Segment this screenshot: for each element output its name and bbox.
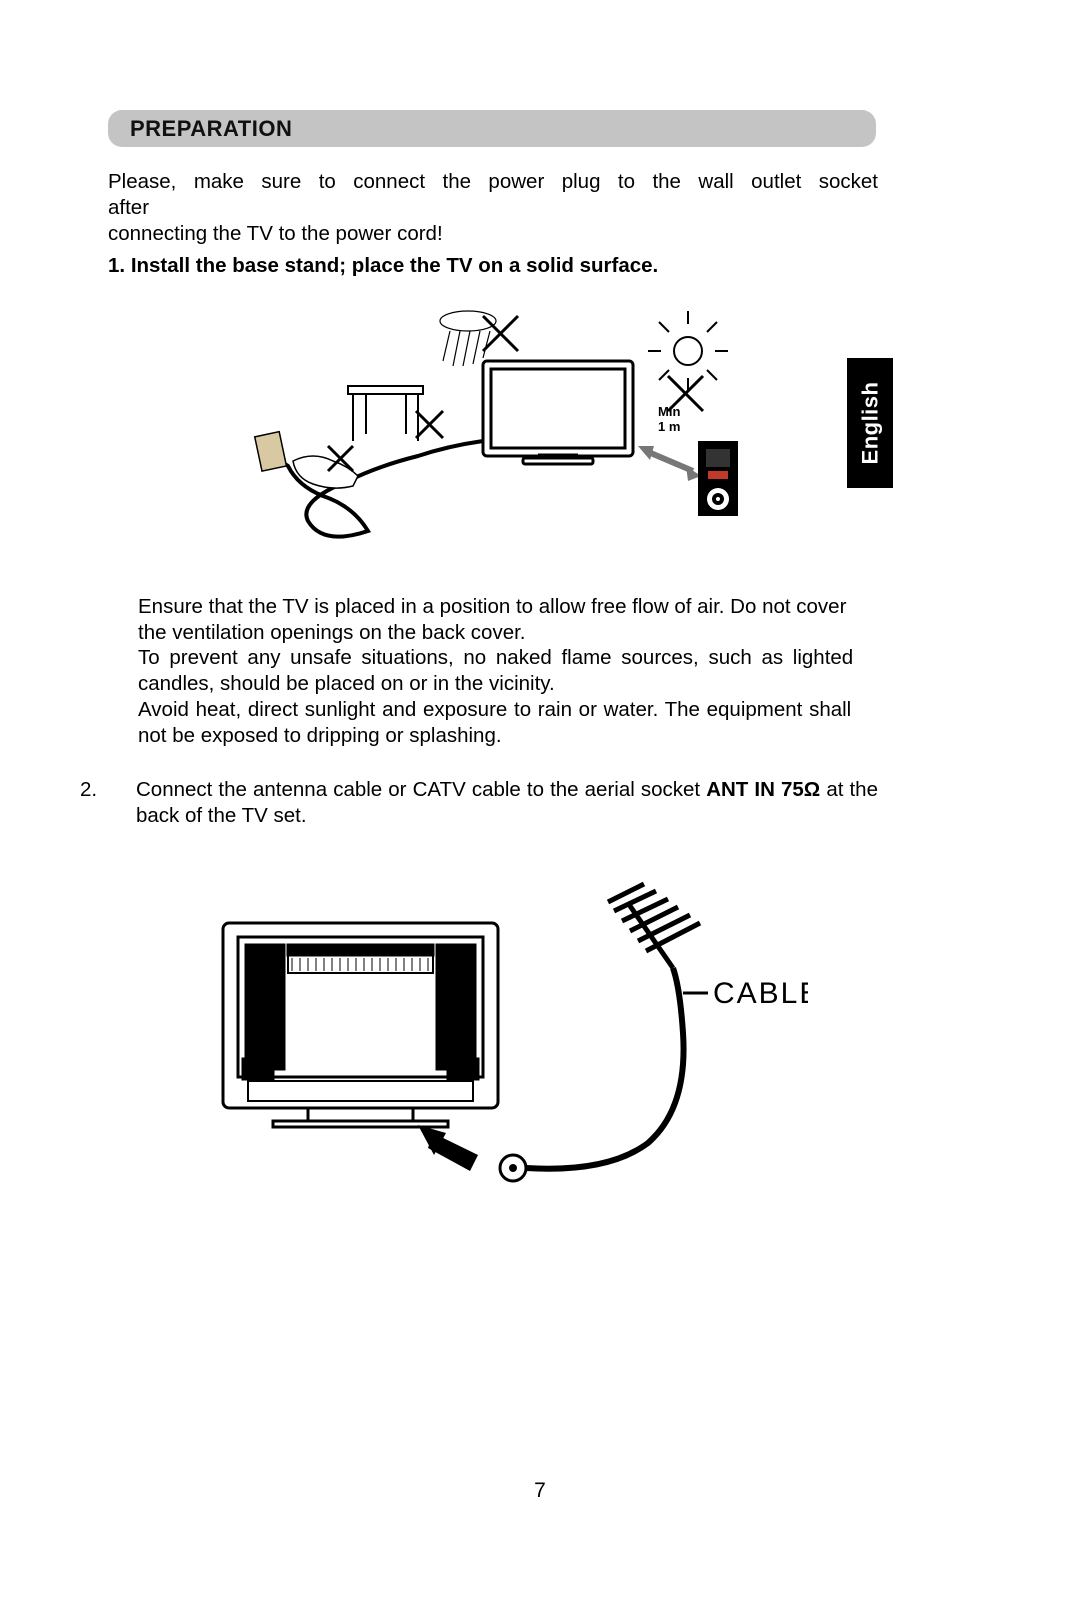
body-p3b: not be exposed to dripping or splashing. bbox=[138, 724, 502, 747]
section-header: PREPARATION bbox=[108, 110, 876, 147]
language-label: English bbox=[857, 382, 883, 465]
step-2: 2.Connect the antenna cable or CATV cabl… bbox=[108, 777, 878, 829]
manual-page: PREPARATION Please, make sure to connect… bbox=[0, 0, 1080, 1598]
page-number: 7 bbox=[0, 1479, 1080, 1503]
body-p1b: the ventilation openings on the back cov… bbox=[138, 621, 526, 644]
step-1: 1. Install the base stand; place the TV … bbox=[108, 254, 878, 278]
body-p2b: candles, should be placed on or in the v… bbox=[138, 672, 555, 695]
intro-paragraph: Please, make sure to connect the power p… bbox=[108, 169, 878, 248]
figure-2: CABLE bbox=[108, 873, 878, 1213]
body-p3a: Avoid heat, direct sunlight and exposure… bbox=[138, 698, 851, 721]
step-2-num: 2. bbox=[108, 777, 136, 803]
language-tab: English bbox=[847, 358, 893, 488]
cable-label: CABLE bbox=[713, 977, 808, 1010]
antenna-diagram: CABLE bbox=[178, 873, 808, 1213]
step-2-pre: Connect the antenna cable or CATV cable … bbox=[136, 778, 706, 801]
tv-placement-diagram: Min 1 m bbox=[238, 306, 748, 556]
section-title: PREPARATION bbox=[130, 116, 292, 141]
body-p2a: To prevent any unsafe situations, no nak… bbox=[138, 646, 853, 669]
figure-1: Min 1 m bbox=[108, 306, 878, 556]
step-1-num: 1. bbox=[108, 254, 125, 277]
safety-paragraphs: Ensure that the TV is placed in a positi… bbox=[138, 594, 878, 749]
body-p1a: Ensure that the TV is placed in a positi… bbox=[138, 595, 846, 618]
min-label-2: 1 m bbox=[658, 419, 680, 434]
min-label-1: Min bbox=[658, 404, 680, 419]
step-1-text: Install the base stand; place the TV on … bbox=[131, 254, 658, 277]
intro-line-2: connecting the TV to the power cord! bbox=[108, 222, 443, 245]
intro-line-1: Please, make sure to connect the power p… bbox=[108, 170, 878, 219]
step-2-bold: ANT IN 75Ω bbox=[706, 778, 820, 801]
